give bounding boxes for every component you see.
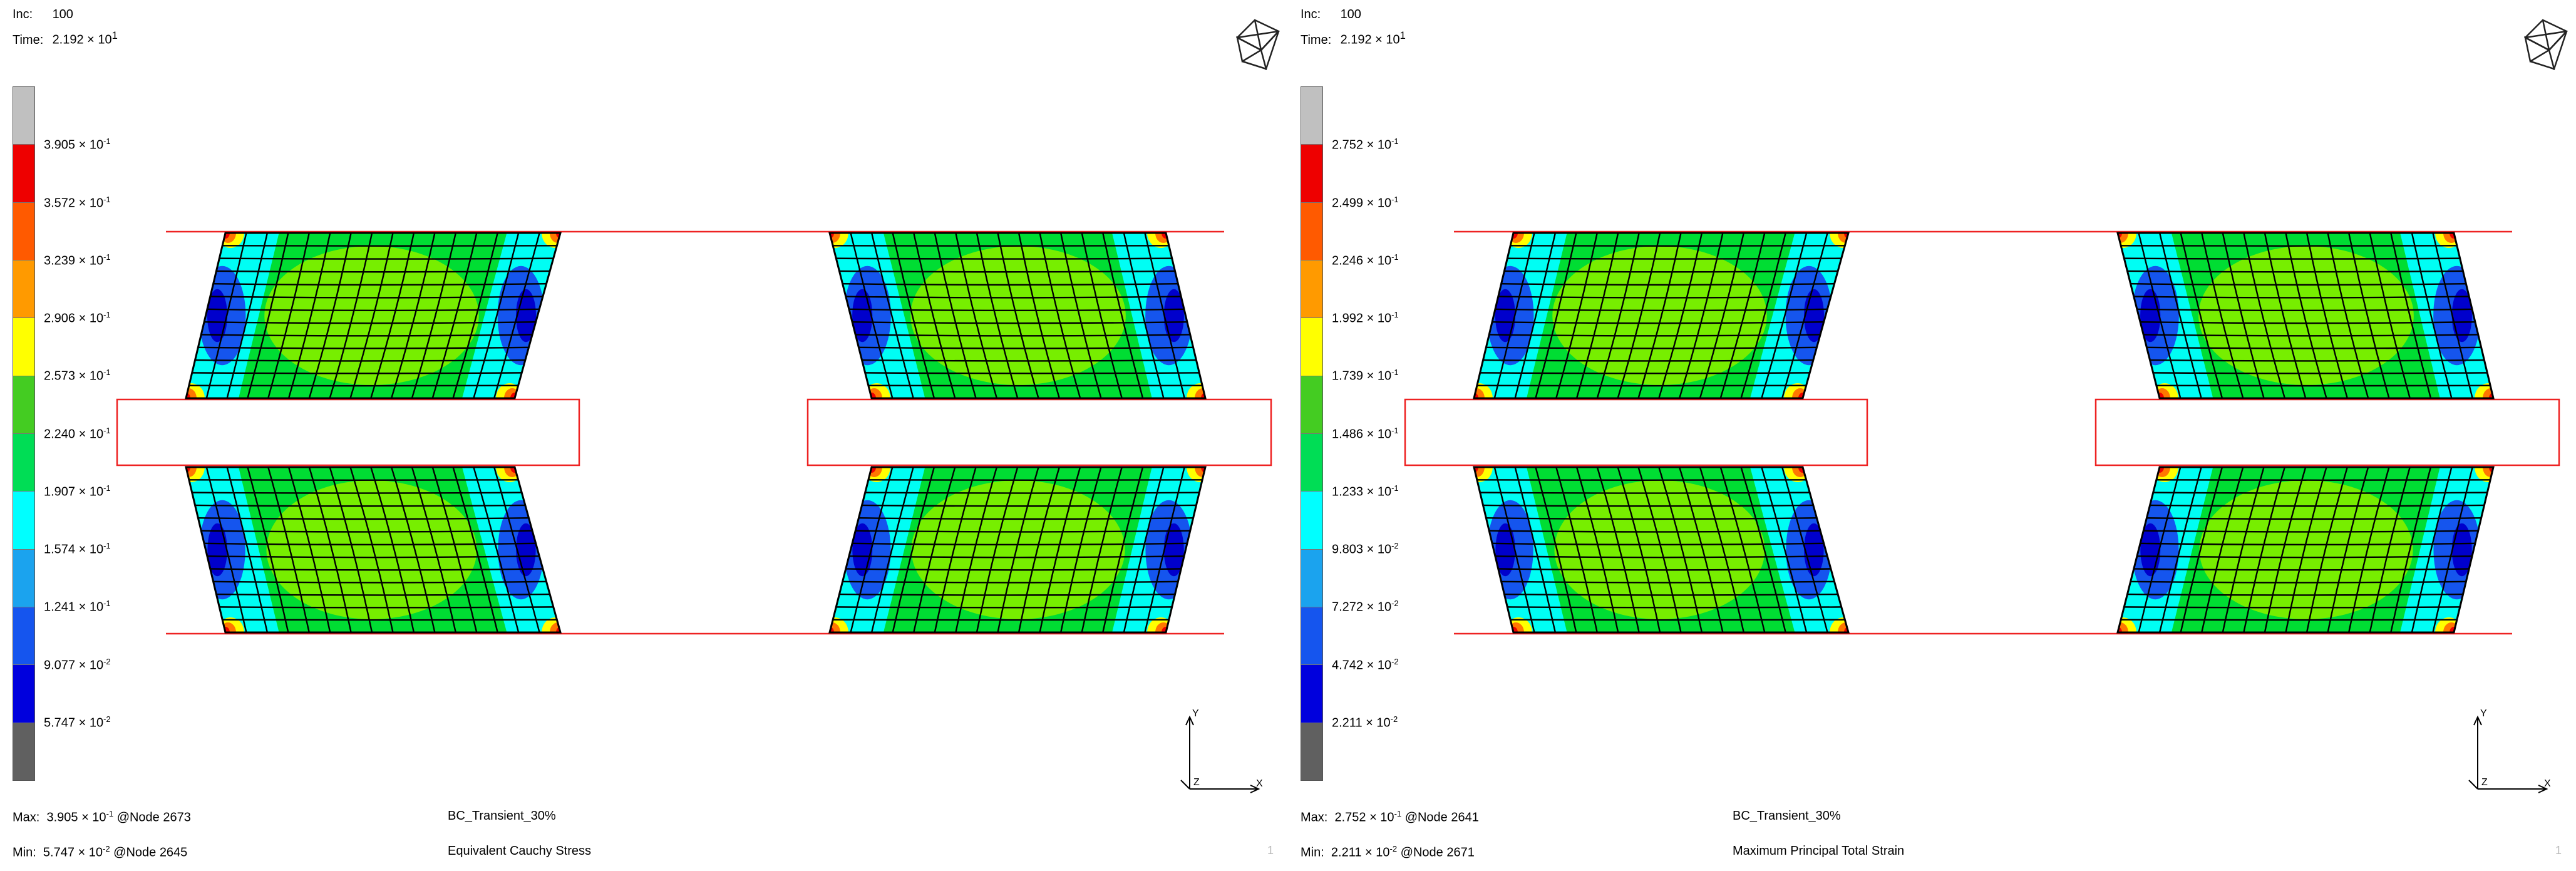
mesh-block [185, 232, 562, 399]
scale-tick-label: 1.233 × 10-1 [1332, 483, 1399, 499]
right-middle-plate [2094, 398, 2560, 466]
inc-value: 100 [52, 8, 73, 21]
mesh-block [2116, 232, 2495, 399]
fe-mesh-plot[interactable] [1288, 0, 2576, 871]
axis-y-label: Y [1192, 708, 1199, 719]
increment-time-info: Inc: 100 Time: 2.192 × 101 [1301, 4, 1406, 51]
color-scale-segment [13, 665, 34, 723]
scale-tick-label: 2.906 × 10-1 [44, 310, 111, 326]
color-scale-segment [13, 260, 34, 319]
color-scale-segment [1301, 492, 1322, 550]
color-scale-segment [13, 723, 34, 780]
coordinate-axis-triad-icon: Y X Z [2468, 708, 2551, 793]
color-scale-segment [13, 87, 34, 145]
scale-tick-label: 2.246 × 10-1 [1332, 252, 1399, 268]
mesh-block [1473, 232, 1850, 399]
time-label: Time: [13, 33, 44, 47]
color-scale-segment [13, 492, 34, 550]
color-scale-segment [1301, 723, 1322, 780]
scale-tick-label: 7.272 × 10-2 [1332, 599, 1399, 614]
max-value-readout: Max: 3.905 × 10-1 @Node 2673 [13, 809, 191, 825]
axis-x-label: X [2544, 778, 2551, 789]
inc-label: Inc: [13, 8, 33, 21]
color-scale-segment [1301, 665, 1322, 723]
time-value: 2.192 × 10 [1340, 33, 1400, 47]
view-cube-icon[interactable] [1234, 13, 1284, 70]
scale-tick-label: 5.747 × 10-2 [44, 714, 111, 730]
color-scale-segment [13, 433, 34, 492]
color-scale-segment [1301, 260, 1322, 319]
scale-tick-label: 3.572 × 10-1 [44, 194, 111, 210]
color-scale-segment [1301, 318, 1322, 376]
min-value-readout: Min: 2.211 × 10-2 @Node 2671 [1301, 844, 1475, 860]
color-scale-segment [13, 202, 34, 260]
color-scale-segment [1301, 145, 1322, 203]
inc-value: 100 [1340, 8, 1361, 21]
page-number: 1 [1267, 844, 1274, 857]
mesh-block [828, 232, 1207, 399]
scale-tick-label: 2.499 × 10-1 [1332, 194, 1399, 210]
color-scale-segment [13, 145, 34, 203]
scale-tick-label: 3.905 × 10-1 [44, 137, 111, 152]
max-value-readout: Max: 2.752 × 10-1 @Node 2641 [1301, 809, 1479, 825]
scale-tick-label: 2.211 × 10-2 [1332, 714, 1398, 730]
color-scale-segment [13, 607, 34, 666]
left-result-viewport[interactable]: Inc: 100 Time: 2.192 × 101 3.905 × 10-1 3… [0, 0, 1288, 871]
axis-z-label: Z [2481, 777, 2488, 788]
min-value-readout: Min: 5.747 × 10-2 @Node 2645 [13, 844, 188, 860]
scale-tick-label: 2.240 × 10-1 [44, 425, 111, 441]
color-scale-segment [1301, 202, 1322, 260]
color-scale-segment [13, 376, 34, 434]
scale-tick-label: 1.992 × 10-1 [1332, 310, 1399, 326]
axis-x-label: X [1256, 778, 1263, 789]
scale-tick-label: 1.486 × 10-1 [1332, 425, 1399, 441]
increment-time-info: Inc: 100 Time: 2.192 × 101 [13, 4, 118, 51]
scale-tick-label: 3.239 × 10-1 [44, 252, 111, 268]
color-scale-segment [1301, 87, 1322, 145]
load-case-name: BC_Transient_30% [1733, 809, 1841, 823]
scale-tick-label: 2.752 × 10-1 [1332, 137, 1399, 152]
left-middle-plate [1404, 398, 1868, 466]
color-scale-segment [13, 549, 34, 607]
axis-z-label: Z [1193, 777, 1200, 788]
view-cube-icon[interactable] [2522, 13, 2572, 70]
scale-tick-label: 1.907 × 10-1 [44, 483, 111, 499]
scale-tick-label: 2.573 × 10-1 [44, 368, 111, 383]
left-middle-plate [116, 398, 580, 466]
mesh-block [1473, 466, 1850, 634]
result-quantity-name: Maximum Principal Total Strain [1733, 844, 1905, 858]
color-scale-segment [1301, 549, 1322, 607]
color-scale-segment [1301, 607, 1322, 666]
time-label: Time: [1301, 33, 1332, 47]
coordinate-axis-triad-icon: Y X Z [1180, 708, 1263, 793]
color-scale-bar [13, 86, 35, 781]
scale-tick-label: 9.803 × 10-2 [1332, 541, 1399, 557]
scale-tick-label: 1.241 × 10-1 [44, 599, 111, 614]
scale-tick-label: 4.742 × 10-2 [1332, 656, 1399, 673]
color-scale-bar [1301, 86, 1323, 781]
scale-tick-label: 1.739 × 10-1 [1332, 368, 1399, 383]
time-exponent: 1 [1399, 29, 1406, 41]
axis-y-label: Y [2480, 708, 2487, 719]
result-quantity-name: Equivalent Cauchy Stress [448, 844, 592, 858]
page-number: 1 [2555, 844, 2562, 857]
color-scale-segment [1301, 376, 1322, 434]
scale-tick-label: 9.077 × 10-2 [44, 656, 111, 673]
time-value: 2.192 × 10 [52, 33, 112, 47]
right-result-viewport[interactable]: Inc: 100 Time: 2.192 × 101 2.752 × 10-1 2… [1288, 0, 2576, 871]
load-case-name: BC_Transient_30% [448, 809, 556, 823]
scale-tick-label: 1.574 × 10-1 [44, 541, 111, 557]
color-scale-segment [1301, 433, 1322, 492]
fe-mesh-plot[interactable] [0, 0, 1288, 871]
inc-label: Inc: [1301, 8, 1321, 21]
time-exponent: 1 [111, 29, 118, 41]
mesh-block [185, 466, 562, 634]
mesh-block [2116, 466, 2495, 634]
mesh-block [828, 466, 1207, 634]
color-scale-segment [13, 318, 34, 376]
right-middle-plate [806, 398, 1272, 466]
